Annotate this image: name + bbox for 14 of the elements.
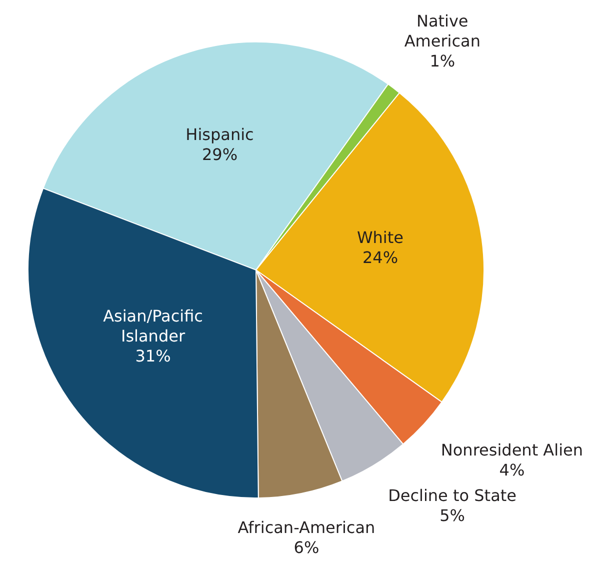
data-label: 29% bbox=[202, 144, 238, 164]
slice-label: Asian/Pacific Islander bbox=[103, 306, 203, 346]
data-label: 6% bbox=[294, 538, 320, 558]
slice-label: African-American bbox=[238, 518, 376, 538]
slice-label: Hispanic bbox=[186, 124, 254, 144]
data-label: 1% bbox=[430, 52, 456, 71]
data-label: 24% bbox=[362, 248, 398, 267]
data-label: 5% bbox=[440, 506, 465, 526]
data-label: 31% bbox=[135, 346, 171, 366]
slice-label: Nonresident Alien bbox=[440, 440, 584, 460]
data-label: 4% bbox=[499, 460, 525, 480]
slice-label: Native American bbox=[404, 12, 480, 51]
slice-label: Decline to State bbox=[388, 486, 516, 506]
slice-label: White bbox=[356, 228, 404, 247]
